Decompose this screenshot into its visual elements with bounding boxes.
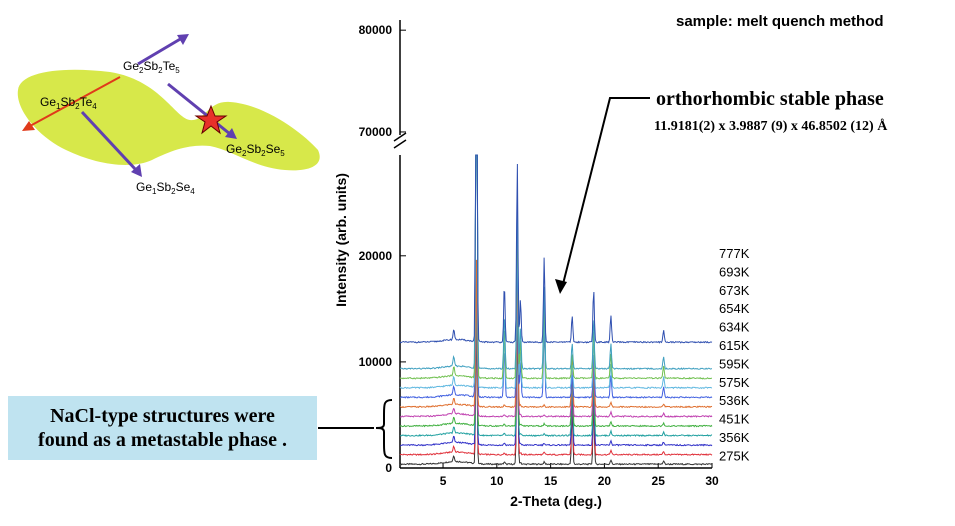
legend-label-595K: 595K (719, 356, 750, 371)
y-tick-label-upper-1: 80000 (359, 23, 393, 37)
legend-label-673K: 673K (719, 283, 750, 298)
y-tick-label-upper-0: 70000 (359, 125, 393, 139)
x-tick-label-5: 30 (705, 474, 719, 488)
y-tick-label-lower-1: 10000 (359, 355, 393, 369)
series-line-654K (399, 154, 713, 390)
callout-line-2: found as a metastable phase . (38, 429, 287, 451)
series-line-275K (399, 317, 713, 466)
legend-label-451K: 451K (719, 412, 750, 427)
legend-label-654K: 654K (719, 301, 750, 316)
xrd-chart: 0 10000 20000 70000 80000 5 10 15 20 25 30 2-Theta … (333, 20, 750, 509)
ternary-diagram: Ge2Sb2Te5 Ge1Sb2Te4 Ge2Sb2Se5 Ge1Sb2Se4 (17, 34, 320, 196)
x-tick-label-1: 10 (490, 474, 504, 488)
y-tick-label-lower-0: 0 (385, 461, 392, 475)
arrowhead-up-icon (177, 34, 189, 45)
arrow-gst225-to-gss225 (167, 82, 231, 136)
legend-label-356K: 356K (719, 430, 750, 445)
legend-label-575K: 575K (719, 375, 750, 390)
series-line-634K (400, 154, 713, 399)
series-line-536K (399, 288, 713, 438)
label-gst225: Ge2Sb2Te5 (123, 59, 180, 75)
x-tick-label-2: 15 (544, 474, 558, 488)
axis-break-icon (393, 132, 407, 149)
phase-lattice: 11.9181(2) x 3.9887 (9) x 46.8502 (12) Å (654, 118, 888, 134)
arrowhead-left-icon (22, 121, 35, 131)
x-tick-label-4: 25 (652, 474, 666, 488)
y-axis-label: Intensity (arb. units) (333, 173, 349, 307)
arrow-gst124-to-gss124 (80, 110, 138, 172)
label-gst124: Ge1Sb2Te4 (40, 95, 97, 111)
phase-title: orthorhombic stable phase (656, 88, 884, 110)
star-icon (194, 104, 228, 135)
arrow-gst225-to-left (29, 76, 121, 127)
phase-pointer-line (561, 97, 650, 289)
callout-line-1: NaCl-type structures were (50, 405, 275, 427)
sample-label: sample: melt quench method (676, 13, 884, 30)
arrow-gst225-up (137, 36, 183, 66)
legend-label-634K: 634K (719, 320, 750, 335)
metastable-brace (375, 399, 393, 459)
metastable-callout: NaCl-type structures were found as a met… (8, 396, 317, 460)
composition-region (17, 69, 320, 171)
series-line-777K (399, 154, 713, 344)
series-line-575K (399, 279, 713, 428)
phase-pointer-arrowhead-icon (555, 279, 567, 294)
series-line-451K (399, 297, 713, 447)
series-line-693K (399, 154, 712, 371)
arrowhead-gss225-icon (225, 128, 237, 139)
x-tick-label-0: 5 (440, 474, 447, 488)
label-gss124: Ge1Sb2Se4 (136, 180, 195, 196)
series-line-595K (399, 269, 713, 418)
legend-label-615K: 615K (719, 338, 750, 353)
legend-label-536K: 536K (719, 393, 750, 408)
label-gss225: Ge2Sb2Se5 (226, 142, 285, 158)
legend-label-275K: 275K (719, 448, 750, 463)
arrowhead-gss124-icon (131, 164, 142, 177)
y-tick-label-lower-2: 20000 (359, 249, 393, 263)
series-line-615K (399, 259, 713, 409)
series-line-356K (399, 307, 713, 457)
x-tick-label-3: 20 (598, 474, 612, 488)
series-line-673K (399, 154, 712, 380)
legend-label-777K: 777K (719, 246, 750, 261)
x-axis-label: 2-Theta (deg.) (510, 493, 602, 509)
legend-label-693K: 693K (719, 264, 750, 279)
